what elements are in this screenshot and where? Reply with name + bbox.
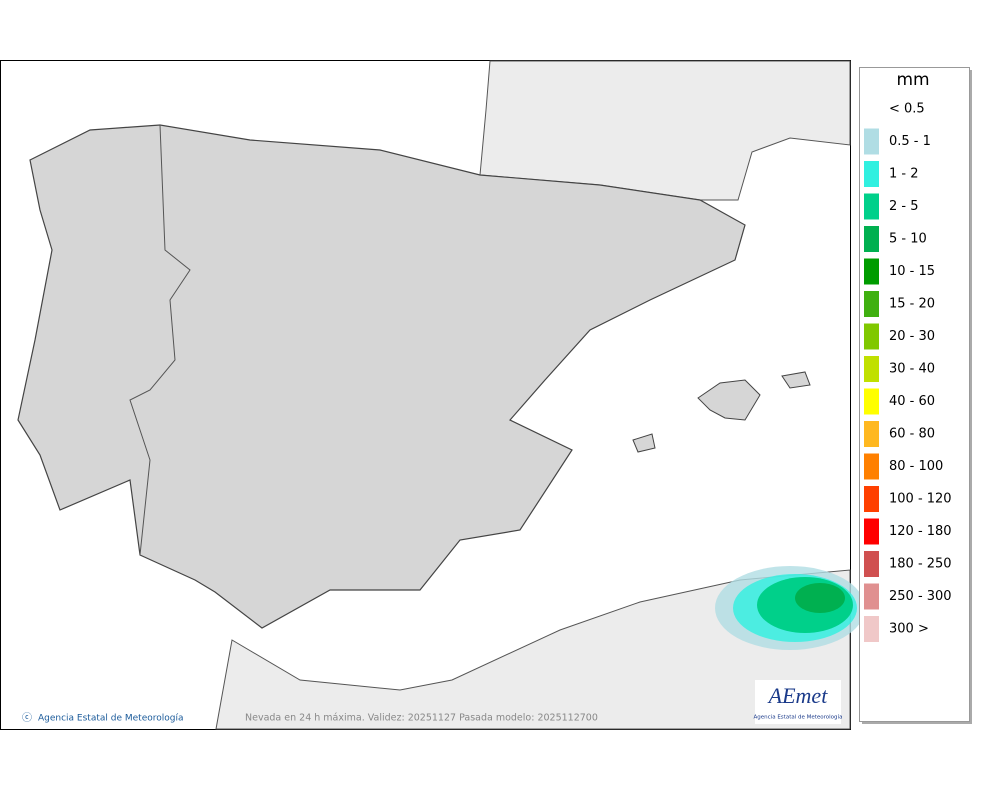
- legend-label: 250 - 300: [889, 589, 952, 604]
- legend-label: 5 - 10: [889, 232, 927, 247]
- legend-swatch: [864, 583, 879, 610]
- legend-label: 40 - 60: [889, 394, 935, 409]
- logo-box: [755, 680, 841, 724]
- legend-swatch: [864, 551, 879, 577]
- legend-swatch: [864, 193, 879, 220]
- legend-label: 10 - 15: [889, 264, 935, 279]
- legend-swatch: [864, 128, 879, 155]
- snow-area: [715, 566, 865, 650]
- legend-label: 60 - 80: [889, 427, 935, 442]
- legend-label: < 0.5: [889, 102, 925, 117]
- caption: Nevada en 24 h máxima. Validez: 20251127…: [245, 713, 598, 724]
- legend-swatch: [864, 388, 879, 415]
- snow-5-10: [795, 583, 845, 613]
- legend-swatch: [864, 518, 879, 545]
- iberian-peninsula: [17, 124, 746, 629]
- legend-label: 300 >: [889, 622, 929, 637]
- legend-swatch: [864, 291, 879, 317]
- credit-icon: ⓒ: [22, 712, 32, 724]
- legend-swatch: [864, 421, 879, 447]
- legend-label: 100 - 120: [889, 492, 952, 507]
- legend-swatch: [864, 226, 879, 252]
- legend-label: 30 - 40: [889, 362, 935, 377]
- legend-label: 80 - 100: [889, 459, 943, 474]
- legend-swatch: [864, 486, 879, 512]
- credit: Agencia Estatal de Meteorología: [38, 714, 184, 724]
- legend-swatch: [864, 616, 879, 642]
- legend-swatch: [864, 161, 879, 187]
- logo: AEmet: [767, 683, 829, 708]
- legend-label: 120 - 180: [889, 524, 952, 539]
- legend-label: 180 - 250: [889, 557, 952, 572]
- mallorca: [697, 379, 761, 421]
- france: [479, 60, 851, 201]
- logo-subtitle: Agencia Estatal de Meteorología: [754, 714, 843, 721]
- legend-label: 15 - 20: [889, 297, 935, 312]
- legend-unit: mm: [896, 70, 929, 90]
- legend-label: 20 - 30: [889, 329, 935, 344]
- portugal-border: [129, 124, 191, 556]
- menorca: [781, 371, 811, 389]
- legend-swatch: [864, 323, 879, 350]
- legend-label: 1 - 2: [889, 167, 919, 182]
- legend-label: 0.5 - 1: [889, 134, 931, 149]
- legend-swatch: [864, 258, 879, 285]
- legend-swatch: [864, 453, 879, 480]
- legend-swatch: [864, 356, 879, 382]
- legend-label: 2 - 5: [889, 199, 919, 214]
- ibiza: [632, 433, 656, 453]
